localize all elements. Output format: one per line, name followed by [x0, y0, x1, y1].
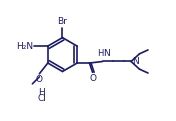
Text: N: N [103, 49, 110, 58]
Text: Br: Br [58, 17, 67, 26]
Text: H₂N: H₂N [16, 42, 33, 51]
Text: H: H [97, 49, 103, 58]
Text: N: N [132, 57, 139, 66]
Text: O: O [90, 74, 97, 83]
Text: O: O [36, 75, 43, 84]
Text: Cl: Cl [37, 94, 46, 103]
Text: H: H [38, 88, 45, 97]
